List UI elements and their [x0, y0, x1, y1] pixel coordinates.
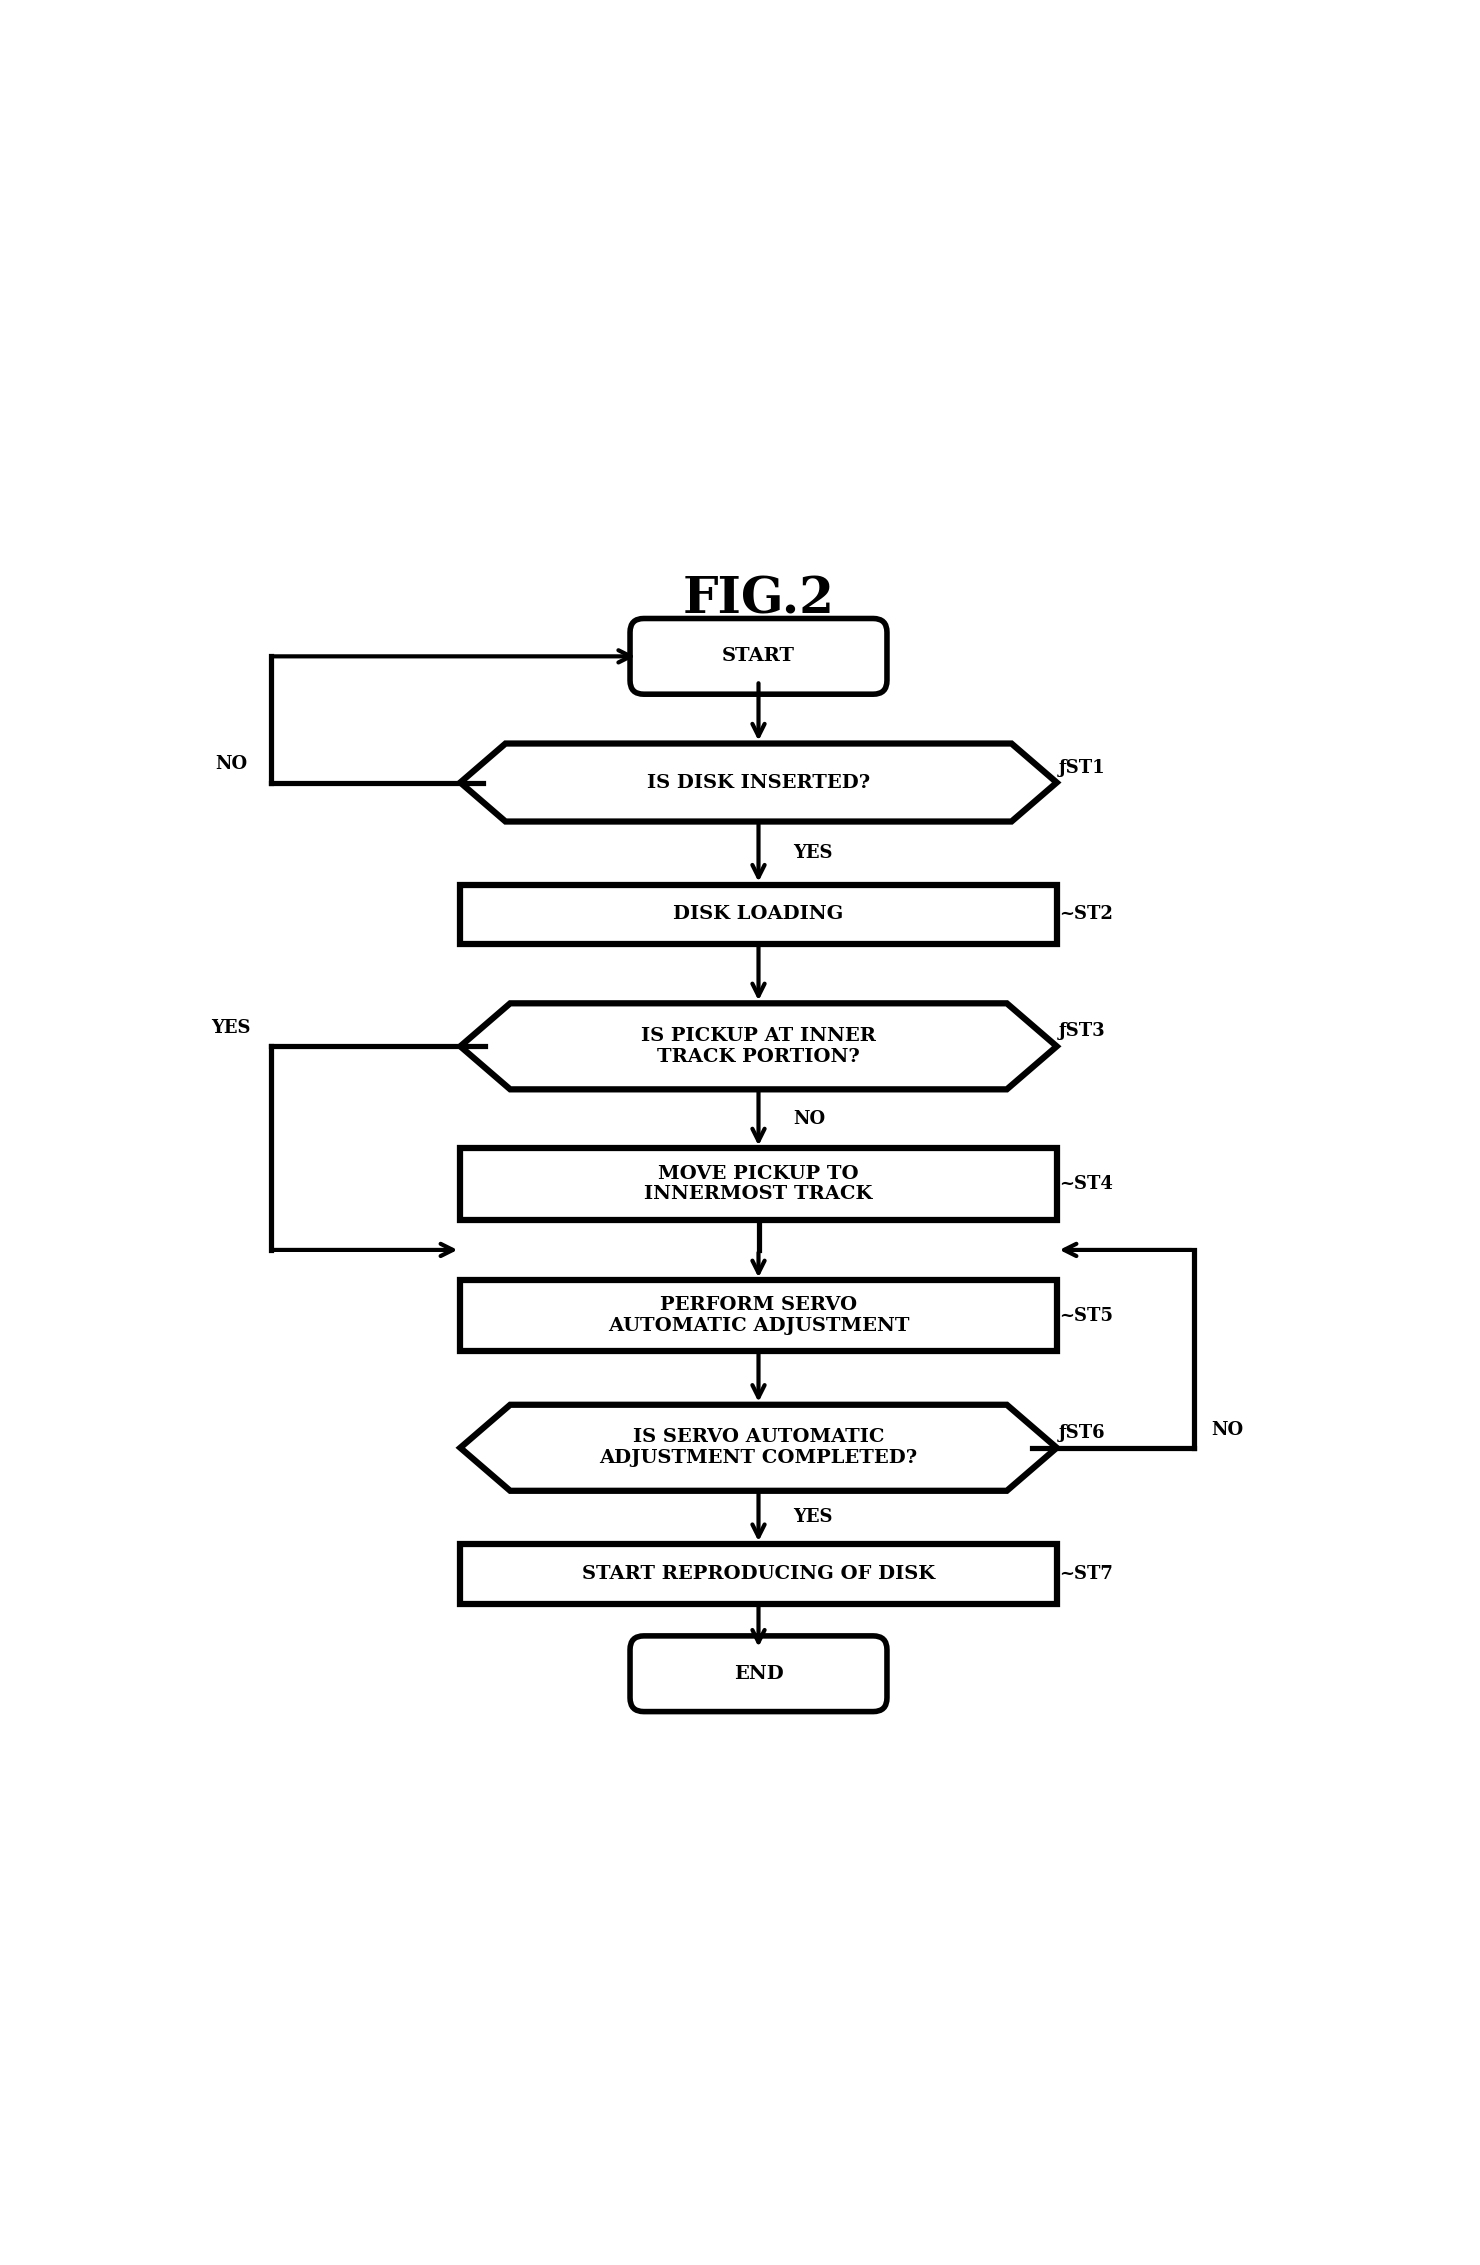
- Text: ~ST7: ~ST7: [1060, 1565, 1113, 1583]
- Polygon shape: [460, 743, 1057, 822]
- Text: IS PICKUP AT INNER
TRACK PORTION?: IS PICKUP AT INNER TRACK PORTION?: [641, 1026, 876, 1067]
- Text: YES: YES: [793, 1508, 832, 1527]
- Text: NO: NO: [215, 754, 247, 772]
- Text: ~ST2: ~ST2: [1060, 906, 1113, 924]
- Text: NO: NO: [1212, 1420, 1243, 1438]
- FancyBboxPatch shape: [630, 1635, 887, 1712]
- Bar: [460, 1280, 1057, 1352]
- Text: IS DISK INSERTED?: IS DISK INSERTED?: [647, 775, 870, 790]
- Text: START REPRODUCING OF DISK: START REPRODUCING OF DISK: [582, 1565, 935, 1583]
- Polygon shape: [460, 1404, 1057, 1490]
- Text: END: END: [734, 1665, 783, 1683]
- Text: FIG.2: FIG.2: [682, 575, 835, 625]
- Bar: [460, 1148, 1057, 1219]
- Text: MOVE PICKUP TO
INNERMOST TRACK: MOVE PICKUP TO INNERMOST TRACK: [644, 1164, 873, 1203]
- Text: IS SERVO AUTOMATIC
ADJUSTMENT COMPLETED?: IS SERVO AUTOMATIC ADJUSTMENT COMPLETED?: [599, 1429, 918, 1468]
- Text: NO: NO: [793, 1110, 824, 1128]
- Polygon shape: [460, 1003, 1057, 1089]
- Text: YES: YES: [793, 845, 832, 863]
- FancyBboxPatch shape: [630, 618, 887, 693]
- Text: START: START: [722, 648, 795, 666]
- Text: ~ST4: ~ST4: [1060, 1176, 1113, 1194]
- Text: ƒST6: ƒST6: [1060, 1425, 1106, 1443]
- Text: ƒST1: ƒST1: [1060, 759, 1106, 777]
- Text: YES: YES: [212, 1019, 250, 1037]
- Text: ƒST3: ƒST3: [1060, 1022, 1106, 1040]
- Text: ~ST5: ~ST5: [1060, 1307, 1113, 1325]
- Bar: [460, 886, 1057, 945]
- Text: PERFORM SERVO
AUTOMATIC ADJUSTMENT: PERFORM SERVO AUTOMATIC ADJUSTMENT: [608, 1296, 909, 1336]
- Text: DISK LOADING: DISK LOADING: [673, 906, 844, 924]
- Bar: [460, 1545, 1057, 1604]
